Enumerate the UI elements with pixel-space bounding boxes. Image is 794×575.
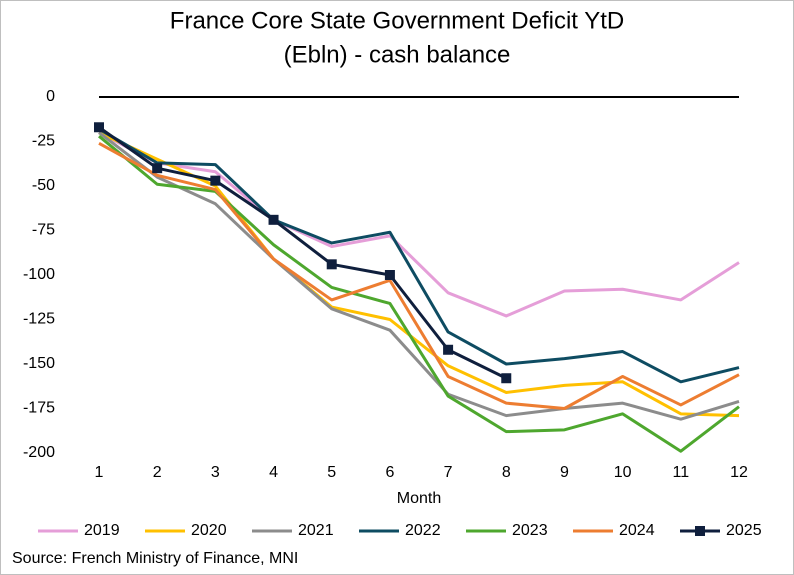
x-tick-label: 7 (444, 464, 453, 481)
marker (501, 373, 512, 384)
series-line (98, 126, 507, 380)
y-tick-label: -25 (32, 133, 55, 150)
legend-label: 2021 (298, 522, 334, 539)
x-tick-label: 11 (673, 464, 690, 481)
y-tick-label: -125 (23, 311, 55, 328)
x-axis-label: Month (397, 490, 441, 507)
x-tick-label: 5 (327, 464, 336, 481)
series-line (98, 141, 740, 410)
y-tick-label: -75 (32, 222, 55, 239)
y-tick-label: 0 (46, 88, 55, 105)
y-tick-label: -50 (32, 177, 55, 194)
marker (268, 214, 279, 225)
x-tick-label: 8 (502, 464, 511, 481)
marker (384, 270, 395, 280)
legend-marker (695, 526, 705, 536)
x-tick-label: 9 (560, 464, 569, 481)
x-tick-label: 1 (95, 464, 104, 481)
series-line (98, 127, 740, 384)
x-tick-label: 2 (153, 464, 162, 481)
legend-label: 2024 (619, 522, 655, 539)
legend-label: 2023 (512, 522, 548, 539)
source: Source: French Ministry of Finance, MNI (12, 550, 298, 567)
marker (210, 175, 221, 186)
x-tick-label: 3 (211, 464, 220, 481)
y-tick-label: -150 (23, 355, 55, 372)
x-tick-label: 4 (269, 464, 278, 481)
marker (94, 122, 104, 133)
marker (152, 163, 163, 174)
series-line (98, 131, 740, 418)
chart-title: France Core State Government Deficit YtD (170, 7, 624, 34)
y-tick-label: -100 (23, 266, 55, 283)
x-tick-label: 6 (385, 464, 394, 481)
y-tick-label: -200 (23, 444, 55, 461)
chart-subtitle: (Ebln) - cash balance (284, 41, 511, 68)
y-tick-label: -175 (23, 400, 55, 417)
marker (326, 259, 337, 270)
x-tick-label: 10 (614, 464, 632, 481)
marker (443, 344, 454, 355)
series-line (98, 135, 740, 453)
legend-label: 2025 (726, 522, 762, 539)
series-line (98, 131, 740, 318)
legend-label: 2022 (405, 522, 441, 539)
series-line (98, 131, 740, 421)
x-tick-label: 12 (730, 464, 748, 481)
legend-label: 2019 (84, 522, 120, 539)
legend-label: 2020 (191, 522, 227, 539)
